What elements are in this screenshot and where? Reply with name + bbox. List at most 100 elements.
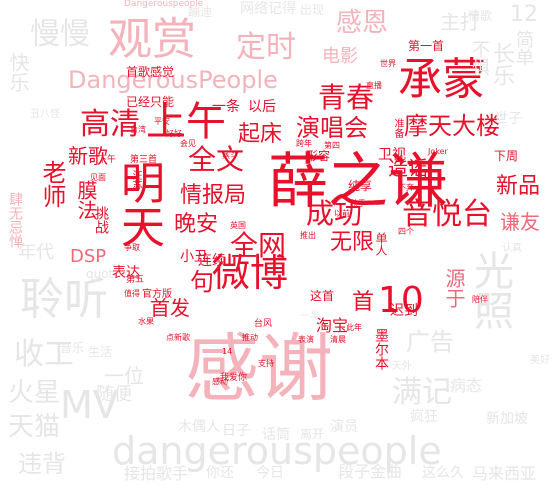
cloud-word: 以前 (334, 209, 350, 218)
cloud-word: 这首 (310, 289, 335, 303)
cloud-word: 一条 (212, 99, 240, 115)
cloud-word: 第三首 (130, 155, 158, 165)
cloud-word: 你还 (206, 465, 234, 481)
cloud-word: 慢慢 (30, 17, 90, 52)
cloud-word: 小丑 (180, 249, 208, 265)
cloud-word: 英国 (230, 221, 246, 230)
cloud-word: 平安 (154, 117, 170, 126)
cloud-word: 表达 (112, 265, 140, 281)
cloud-word: Dangerouspeople (124, 0, 204, 9)
cloud-word: 天猫 (8, 412, 61, 442)
cloud-word: 世子 (494, 111, 522, 127)
cloud-word: 蒸斗 (222, 151, 238, 160)
cloud-word: 主打 (440, 10, 480, 34)
cloud-word: 单人 (374, 232, 388, 256)
cloud-word: 官方版 (142, 289, 172, 300)
cloud-word: 美好 (530, 355, 550, 366)
cloud-word: 12 (510, 2, 538, 27)
cloud-word: 源于 (442, 268, 466, 308)
cloud-word: 一位 (104, 364, 144, 388)
cloud-word: 10 (378, 280, 424, 321)
cloud-word: 首 (352, 290, 375, 315)
cloud-word: 收工 (14, 337, 74, 372)
cloud-word: 支持 (258, 359, 274, 368)
cloud-word: 秋季 (350, 199, 366, 208)
cloud-word: 广告 (406, 328, 454, 356)
cloud-word: 明天 (113, 160, 164, 248)
cloud-word: 疯狂 (410, 409, 438, 425)
cloud-word: 木偶人 (178, 419, 220, 435)
cloud-word: 好好 (166, 129, 182, 138)
cloud-word: 形容 (306, 149, 331, 163)
cloud-word: 感恩 (336, 8, 389, 38)
cloud-word: 推动 (242, 333, 258, 342)
cloud-word: 我爱你 (220, 373, 248, 383)
cloud-word: 第五 (126, 275, 145, 285)
cloud-word: 认真 (502, 243, 522, 254)
cloud-word: 观赏 (108, 14, 196, 65)
cloud-word: 病态 (450, 376, 483, 395)
cloud-word: 墨尔本 (373, 328, 389, 370)
cloud-word: 推出 (300, 231, 316, 240)
cloud-word: 天外 (392, 361, 412, 372)
cloud-word: 出现 (300, 3, 325, 17)
cloud-word: 薛之谦 (268, 147, 448, 217)
cloud-word: 新品 (496, 174, 541, 199)
cloud-word: 离开 (300, 427, 325, 441)
cloud-word: 准备 (392, 118, 403, 138)
cloud-word: 卫视 (378, 147, 406, 163)
cloud-word: 起床 (238, 122, 283, 147)
cloud-word: Joker (428, 147, 448, 156)
cloud-word: 全网 (230, 229, 287, 262)
cloud-word: 迟到 (390, 303, 418, 319)
cloud-word: 马来西亚 (472, 464, 537, 483)
cloud-word: 聆听 (20, 274, 108, 325)
cloud-word: 微博 (212, 251, 289, 295)
cloud-word: 淘宝 (316, 316, 349, 335)
cloud-word: 网络记得 (240, 1, 296, 17)
cloud-word: 此年 (346, 323, 362, 332)
cloud-word: 不弃 (398, 183, 414, 192)
cloud-word: 满记 (392, 375, 452, 410)
cloud-word: 新加坡 (486, 411, 528, 427)
cloud-word: 感动 (212, 377, 228, 386)
cloud-word: 汪苏 (130, 170, 141, 190)
cloud-word: 音悦台 (402, 197, 492, 232)
cloud-word: 成功 (306, 197, 363, 230)
cloud-word: 感谢 (185, 326, 333, 412)
cloud-word: 值得 (124, 289, 140, 298)
cloud-word: 年代 (18, 242, 54, 263)
cloud-word: 新歌 (68, 144, 108, 168)
cloud-word: 全文 (188, 143, 245, 176)
cloud-word: DangerousPeople (68, 66, 278, 94)
cloud-word: 已经 (126, 95, 151, 109)
cloud-word: 生活 (88, 345, 113, 359)
cloud-word: 今日 (256, 465, 284, 481)
cloud-word: 首歌感觉 (126, 65, 175, 79)
cloud-word: 点新歌 (166, 333, 190, 342)
cloud-word: 清晨 (330, 335, 346, 344)
cloud-word: 话筒 (262, 427, 290, 443)
cloud-word: 见面 (90, 173, 106, 182)
cloud-word: 造谣 (388, 156, 428, 180)
cloud-word: 以后 (248, 99, 276, 115)
cloud-word: 快乐 (6, 52, 30, 92)
cloud-word: 光照 (467, 250, 513, 330)
cloud-word: 会见 (180, 139, 196, 148)
cloud-word: 摩天大楼 (404, 112, 500, 140)
cloud-word: 青春 (318, 81, 375, 114)
cloud-word: 纯享 (348, 179, 373, 193)
cloud-word: 台风 (254, 319, 273, 329)
cloud-word: 下午 (98, 155, 117, 165)
cloud-word: 连续 (198, 253, 226, 269)
cloud-word: 争取 (124, 243, 140, 252)
cloud-word: 定时 (236, 30, 296, 65)
cloud-word: quot (86, 267, 114, 281)
cloud-word: 情歌 (468, 9, 493, 23)
cloud-word: 电影 (322, 46, 358, 67)
cloud-word: 下周 (494, 149, 519, 163)
cloud-word: 四个 (398, 227, 414, 236)
cloud-word: 音乐 (60, 341, 85, 355)
cloud-word: 承蒙 (398, 54, 486, 105)
